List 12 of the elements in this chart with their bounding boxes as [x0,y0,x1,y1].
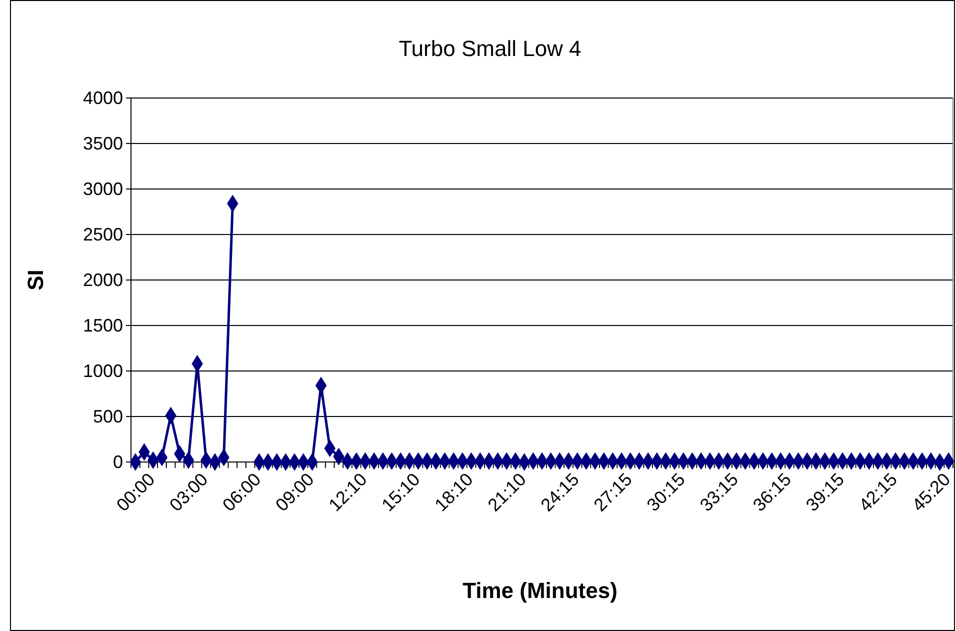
y-tick-label: 2000 [82,270,123,290]
y-tick-label: 3500 [82,133,123,154]
chart-title: Turbo Small Low 4 [398,36,582,61]
x-axis-title: Time (Minutes) [462,578,618,603]
y-tick-label: 1000 [82,360,123,381]
y-axis-title: SI [23,270,48,290]
y-tick-label: 3000 [82,178,123,199]
y-tick-label: 0 [112,452,123,472]
y-tick-label: 1500 [82,315,123,336]
y-tick-label: 500 [92,406,123,426]
y-tick-label: 2500 [82,224,123,244]
y-tick-label: 4000 [82,88,123,108]
